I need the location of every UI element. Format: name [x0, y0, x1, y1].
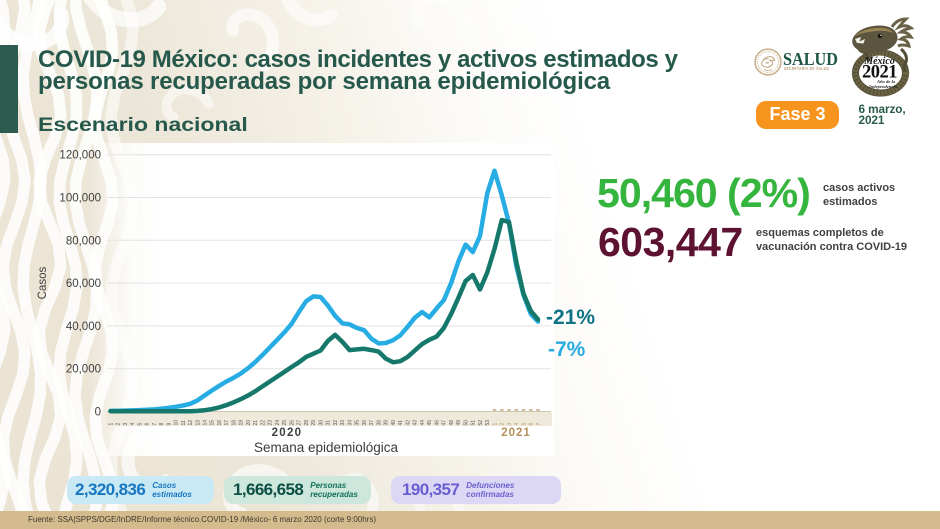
svg-text:35: 35	[355, 420, 361, 426]
svg-text:2: 2	[116, 423, 122, 426]
svg-text:22: 22	[261, 420, 267, 426]
svg-text:20: 20	[246, 420, 252, 426]
svg-text:16: 16	[217, 420, 223, 426]
svg-text:1: 1	[108, 423, 114, 426]
svg-text:Año de la: Año de la	[876, 79, 896, 84]
svg-text:31: 31	[326, 420, 332, 426]
svg-text:100,000: 100,000	[59, 193, 101, 205]
svg-text:29: 29	[311, 420, 317, 426]
svg-text:41: 41	[398, 420, 404, 426]
svg-text:30: 30	[318, 420, 324, 426]
svg-text:4: 4	[514, 423, 520, 426]
svg-text:México: México	[863, 56, 895, 67]
svg-text:13: 13	[195, 420, 201, 426]
svg-text:2020: 2020	[272, 427, 303, 439]
svg-text:5: 5	[137, 423, 143, 426]
svg-text:53: 53	[485, 420, 491, 426]
svg-text:20,000: 20,000	[66, 364, 101, 376]
svg-text:3: 3	[123, 423, 129, 426]
svg-text:120,000: 120,000	[59, 150, 101, 162]
svg-text:Casos: Casos	[37, 266, 49, 299]
svg-text:11: 11	[181, 420, 187, 425]
svg-text:33: 33	[340, 420, 346, 426]
svg-text:6: 6	[529, 423, 535, 426]
svg-text:48: 48	[449, 420, 455, 426]
svg-text:50: 50	[463, 420, 469, 426]
svg-text:21: 21	[253, 420, 259, 426]
svg-text:9: 9	[166, 423, 172, 426]
svg-text:38: 38	[376, 420, 382, 426]
svg-text:24: 24	[275, 420, 281, 426]
svg-text:39: 39	[384, 420, 390, 426]
svg-text:Independencia: Independencia	[868, 84, 898, 89]
svg-text:1: 1	[492, 423, 498, 426]
svg-text:8: 8	[159, 423, 165, 426]
svg-text:32: 32	[333, 420, 339, 426]
svg-text:Semana epidemiológica: Semana epidemiológica	[254, 440, 399, 455]
svg-text:27: 27	[297, 420, 303, 426]
svg-text:25: 25	[282, 420, 288, 426]
svg-text:51: 51	[471, 420, 477, 426]
svg-text:17: 17	[224, 420, 230, 426]
svg-text:18: 18	[232, 420, 238, 426]
svg-text:37: 37	[369, 420, 375, 426]
svg-text:19: 19	[239, 420, 245, 426]
svg-text:49: 49	[456, 420, 462, 426]
svg-text:26: 26	[289, 420, 295, 426]
svg-text:2: 2	[500, 423, 506, 426]
svg-text:14: 14	[203, 420, 209, 426]
svg-text:40: 40	[391, 420, 397, 426]
svg-text:42: 42	[405, 420, 411, 426]
svg-text:5: 5	[521, 423, 527, 426]
svg-text:6: 6	[145, 423, 151, 426]
svg-text:7: 7	[152, 423, 158, 426]
svg-text:80,000: 80,000	[66, 235, 101, 247]
svg-text:52: 52	[478, 420, 484, 426]
svg-text:10: 10	[174, 420, 180, 426]
svg-text:15: 15	[210, 420, 216, 426]
svg-text:45: 45	[427, 420, 433, 426]
svg-text:43: 43	[413, 420, 419, 426]
svg-text:46: 46	[434, 420, 440, 426]
svg-text:40,000: 40,000	[66, 321, 101, 333]
svg-text:47: 47	[442, 420, 448, 426]
svg-text:34: 34	[347, 420, 353, 426]
svg-text:60,000: 60,000	[66, 278, 101, 290]
svg-text:44: 44	[420, 420, 426, 426]
svg-text:36: 36	[362, 420, 368, 426]
svg-text:7: 7	[536, 423, 542, 426]
svg-text:4: 4	[130, 423, 136, 426]
svg-text:2021: 2021	[862, 63, 897, 83]
svg-text:12: 12	[188, 420, 194, 426]
svg-text:3: 3	[507, 423, 513, 426]
svg-text:28: 28	[304, 420, 310, 426]
svg-text:0: 0	[95, 407, 101, 419]
svg-text:2021: 2021	[501, 427, 531, 439]
svg-text:23: 23	[268, 420, 274, 426]
